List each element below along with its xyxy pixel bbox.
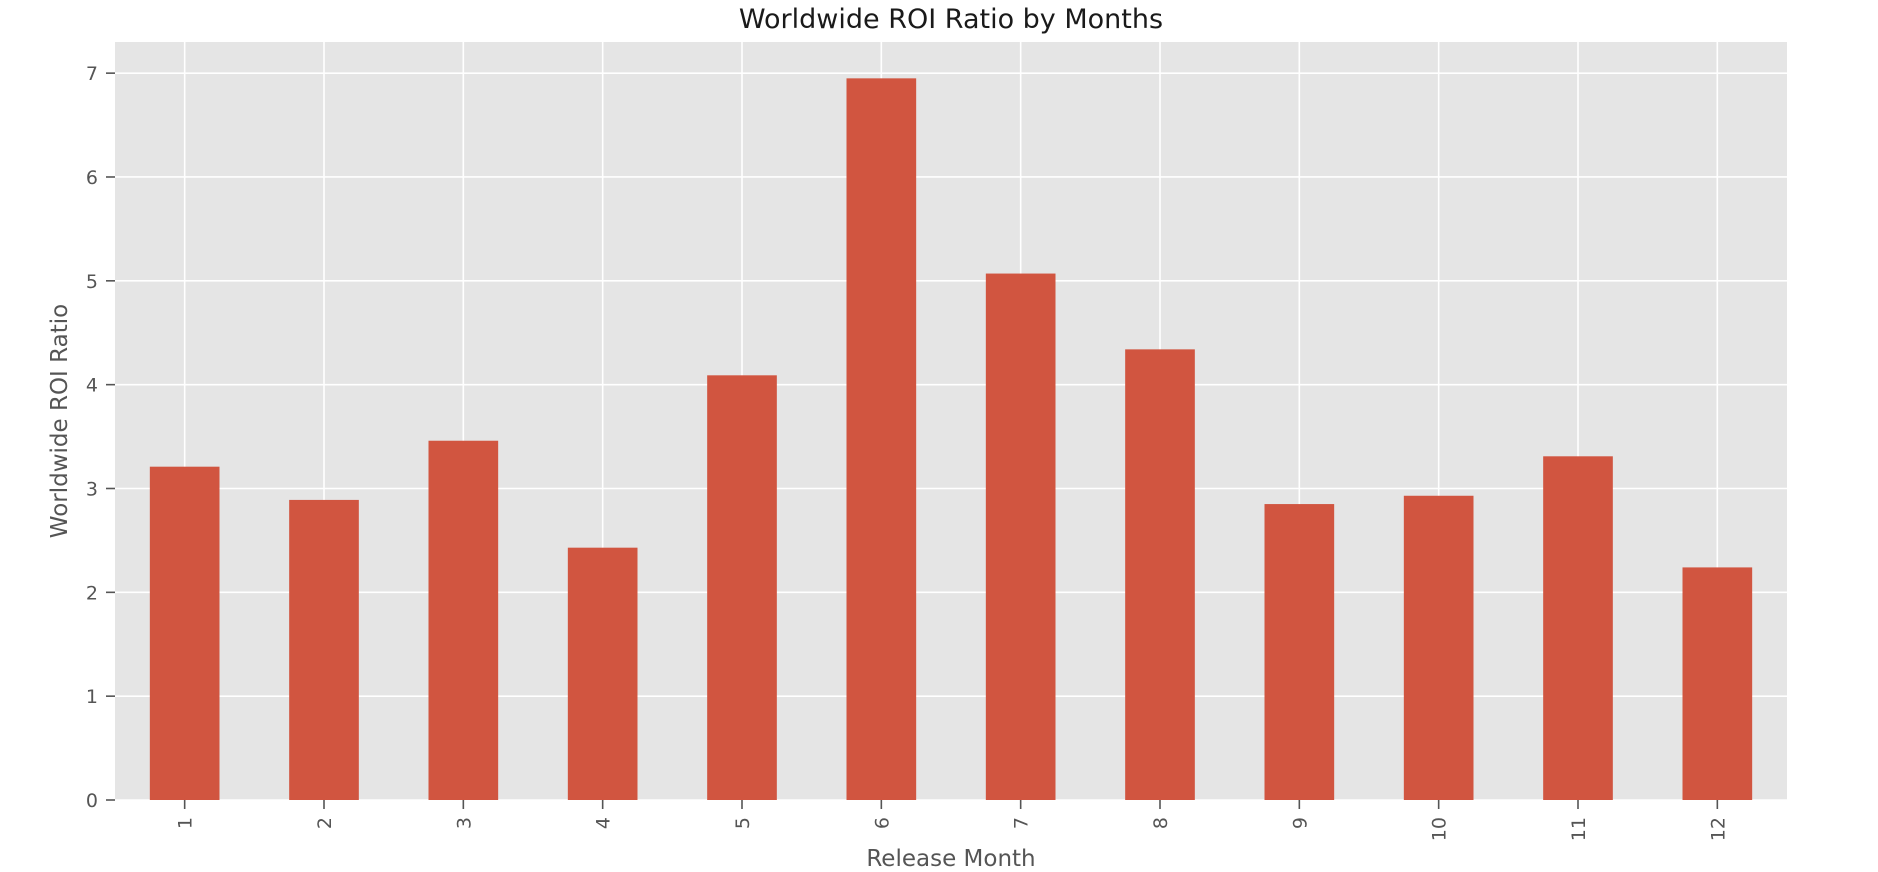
x-axis: 1 2 3 4 5 6 7 8 9 10 11 12 [175, 800, 1729, 841]
x-tick-label: 1 [175, 817, 197, 829]
bar-month-5 [707, 375, 777, 800]
bar-month-11 [1543, 456, 1613, 800]
chart-title: Worldwide ROI Ratio by Months [739, 4, 1163, 35]
y-tick-label: 3 [86, 478, 98, 500]
bar-month-7 [985, 273, 1056, 800]
y-tick-label: 5 [86, 271, 98, 293]
bar-month-9 [1264, 504, 1335, 800]
bars [149, 78, 1753, 800]
x-tick-label: 5 [732, 817, 754, 829]
y-gridlines [115, 72, 1787, 801]
x-axis-label: Release Month [866, 846, 1035, 872]
bar-month-8 [1125, 349, 1195, 800]
bar-month-6 [846, 78, 917, 800]
x-tick-label: 11 [1568, 817, 1590, 841]
y-axis-label: Worldwide ROI Ratio [47, 304, 73, 538]
y-tick-label: 1 [86, 686, 98, 708]
plot-area [115, 42, 1787, 800]
x-tick-label: 4 [593, 817, 615, 829]
x-tick-label: 6 [871, 817, 893, 829]
x-tick-label: 10 [1429, 817, 1451, 841]
x-tick-label: 12 [1707, 817, 1729, 841]
y-tick-label: 2 [86, 582, 98, 604]
x-tick-label: 2 [314, 817, 336, 829]
y-tick-label: 4 [86, 375, 98, 397]
bar-month-1 [149, 466, 220, 800]
bar-month-10 [1403, 495, 1474, 800]
bar-month-4 [567, 547, 638, 800]
bar-month-12 [1682, 567, 1753, 800]
x-tick-label: 9 [1289, 817, 1311, 829]
bar-month-3 [428, 440, 499, 800]
bar-month-2 [289, 499, 359, 800]
y-axis: 0 1 2 3 4 5 6 7 [86, 63, 115, 812]
x-tick-label: 3 [453, 817, 475, 829]
y-tick-label: 7 [86, 63, 98, 85]
x-tick-label: 7 [1011, 817, 1033, 829]
y-tick-label: 6 [86, 167, 98, 189]
y-tick-label: 0 [86, 790, 98, 812]
x-tick-label: 8 [1150, 817, 1172, 829]
